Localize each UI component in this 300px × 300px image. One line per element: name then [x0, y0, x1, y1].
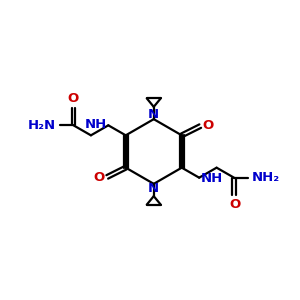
Text: N: N: [148, 182, 159, 195]
Text: O: O: [67, 92, 78, 105]
Text: H₂N: H₂N: [28, 119, 56, 132]
Text: O: O: [202, 119, 214, 132]
Text: NH: NH: [201, 172, 223, 185]
Text: N: N: [148, 108, 159, 121]
Text: O: O: [94, 171, 105, 184]
Text: NH: NH: [85, 118, 107, 131]
Text: O: O: [229, 198, 240, 211]
Text: NH₂: NH₂: [252, 171, 280, 184]
